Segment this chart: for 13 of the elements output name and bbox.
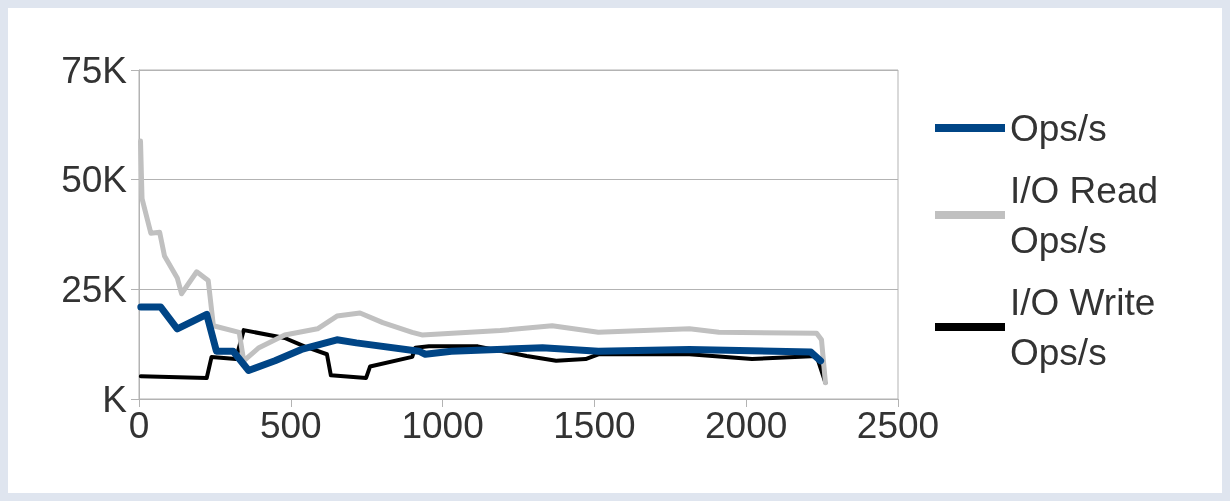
legend-label: Ops/s	[1010, 107, 1107, 149]
x-tick-label: 0	[128, 405, 150, 446]
y-tick-label: 50K	[61, 159, 128, 201]
y-tick-label: K	[102, 378, 128, 420]
x-tick-label: 500	[259, 405, 322, 446]
x-tick-label: 2000	[705, 405, 788, 446]
y-tick-label: 25K	[61, 268, 128, 310]
y-tick-label: 75K	[61, 49, 128, 91]
legend-label: I/O Read Ops/s	[1010, 169, 1169, 261]
legend-label: I/O Write Ops/s	[1010, 281, 1166, 373]
x-tick-label: 2500	[856, 405, 940, 446]
x-tick-label: 1500	[553, 405, 636, 446]
x-tick-label: 1000	[401, 405, 484, 446]
